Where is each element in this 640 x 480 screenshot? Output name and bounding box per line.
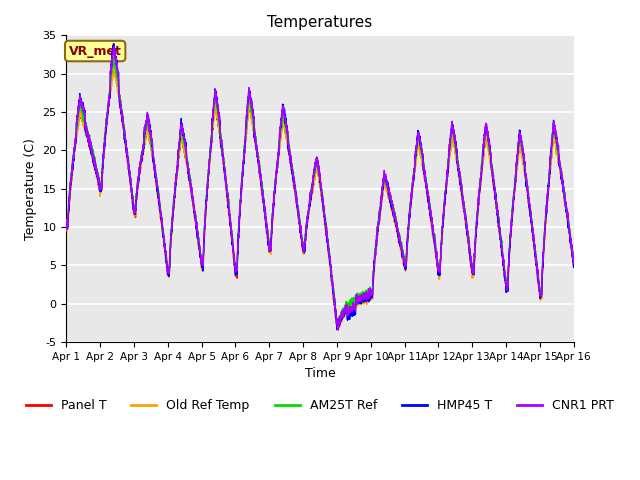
- Y-axis label: Temperature (C): Temperature (C): [24, 138, 36, 240]
- Legend: Panel T, Old Ref Temp, AM25T Ref, HMP45 T, CNR1 PRT: Panel T, Old Ref Temp, AM25T Ref, HMP45 …: [21, 394, 619, 417]
- X-axis label: Time: Time: [305, 367, 335, 380]
- Title: Temperatures: Temperatures: [268, 15, 372, 30]
- Text: VR_met: VR_met: [68, 45, 122, 58]
